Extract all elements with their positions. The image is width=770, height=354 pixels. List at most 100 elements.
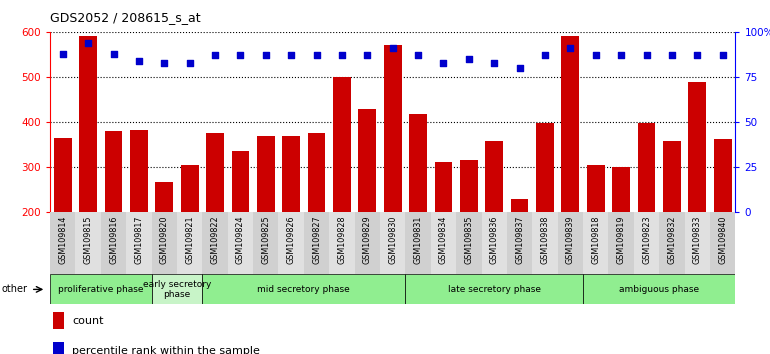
Point bbox=[412, 52, 424, 58]
Bar bbox=[710, 212, 735, 274]
Point bbox=[564, 45, 577, 51]
Point bbox=[387, 45, 399, 51]
Point bbox=[209, 52, 221, 58]
Bar bbox=[156, 182, 173, 212]
Point bbox=[310, 52, 323, 58]
Point bbox=[56, 51, 69, 56]
Bar bbox=[359, 109, 377, 212]
Text: GSM109820: GSM109820 bbox=[159, 216, 169, 264]
Bar bbox=[507, 212, 532, 274]
Text: GSM109816: GSM109816 bbox=[109, 216, 118, 264]
Bar bbox=[638, 123, 655, 212]
Bar bbox=[101, 212, 126, 274]
Bar bbox=[685, 212, 710, 274]
Text: GSM109817: GSM109817 bbox=[135, 216, 143, 264]
Bar bbox=[561, 36, 579, 212]
Bar bbox=[228, 212, 253, 274]
Text: other: other bbox=[2, 284, 28, 295]
Bar bbox=[203, 212, 228, 274]
Bar bbox=[333, 77, 351, 212]
Bar bbox=[304, 212, 330, 274]
Point bbox=[132, 58, 145, 64]
Bar bbox=[532, 212, 557, 274]
Text: GSM109826: GSM109826 bbox=[286, 216, 296, 264]
Point bbox=[666, 52, 678, 58]
Text: GSM109839: GSM109839 bbox=[566, 216, 575, 264]
Bar bbox=[130, 130, 148, 212]
Point bbox=[82, 40, 94, 46]
Point bbox=[183, 60, 196, 65]
Text: GSM109837: GSM109837 bbox=[515, 216, 524, 264]
Text: GSM109832: GSM109832 bbox=[668, 216, 676, 264]
Text: GSM109815: GSM109815 bbox=[84, 216, 92, 264]
Bar bbox=[79, 36, 97, 212]
Text: GSM109822: GSM109822 bbox=[210, 216, 219, 264]
Bar bbox=[75, 212, 101, 274]
Bar bbox=[308, 132, 326, 212]
Bar bbox=[688, 82, 706, 212]
Bar bbox=[481, 212, 507, 274]
Point bbox=[158, 60, 170, 65]
Bar bbox=[330, 212, 355, 274]
Bar bbox=[54, 138, 72, 212]
Point bbox=[234, 52, 246, 58]
Point bbox=[590, 52, 602, 58]
Bar bbox=[485, 141, 503, 212]
Text: percentile rank within the sample: percentile rank within the sample bbox=[72, 346, 260, 354]
Bar bbox=[50, 212, 75, 274]
Text: mid secretory phase: mid secretory phase bbox=[257, 285, 350, 294]
Bar bbox=[612, 167, 630, 212]
Bar bbox=[583, 212, 608, 274]
Bar bbox=[405, 274, 583, 304]
Point bbox=[361, 52, 373, 58]
Bar bbox=[587, 165, 604, 212]
Point bbox=[514, 65, 526, 71]
Point bbox=[539, 52, 551, 58]
Bar bbox=[105, 131, 122, 212]
Text: proliferative phase: proliferative phase bbox=[58, 285, 143, 294]
Bar bbox=[203, 274, 405, 304]
Text: ambiguous phase: ambiguous phase bbox=[619, 285, 699, 294]
Text: GSM109821: GSM109821 bbox=[185, 216, 194, 264]
Bar bbox=[383, 45, 402, 212]
Point bbox=[641, 52, 653, 58]
Point bbox=[336, 52, 348, 58]
Point bbox=[691, 52, 704, 58]
Bar bbox=[355, 212, 380, 274]
Point bbox=[463, 56, 475, 62]
Bar bbox=[536, 123, 554, 212]
Text: GSM109828: GSM109828 bbox=[337, 216, 346, 264]
Text: GSM109823: GSM109823 bbox=[642, 216, 651, 264]
Bar bbox=[714, 139, 732, 212]
Bar bbox=[53, 342, 64, 354]
Bar bbox=[405, 212, 430, 274]
Bar bbox=[181, 165, 199, 212]
Point bbox=[615, 52, 628, 58]
Bar bbox=[152, 212, 177, 274]
Bar bbox=[257, 136, 275, 212]
Bar bbox=[152, 274, 203, 304]
Bar bbox=[460, 160, 477, 212]
Point bbox=[437, 60, 450, 65]
Text: GSM109836: GSM109836 bbox=[490, 216, 499, 264]
Bar bbox=[206, 133, 224, 212]
Text: GSM109834: GSM109834 bbox=[439, 216, 448, 264]
Text: GSM109830: GSM109830 bbox=[388, 216, 397, 264]
Point bbox=[488, 60, 500, 65]
Text: GSM109840: GSM109840 bbox=[718, 216, 727, 264]
Bar bbox=[53, 312, 64, 329]
Bar bbox=[434, 162, 452, 212]
Text: GSM109825: GSM109825 bbox=[261, 216, 270, 264]
Bar bbox=[177, 212, 203, 274]
Bar bbox=[659, 212, 685, 274]
Text: GSM109824: GSM109824 bbox=[236, 216, 245, 264]
Text: GSM109814: GSM109814 bbox=[59, 216, 67, 264]
Text: GSM109818: GSM109818 bbox=[591, 216, 601, 264]
Text: GSM109819: GSM109819 bbox=[617, 216, 626, 264]
Text: late secretory phase: late secretory phase bbox=[447, 285, 541, 294]
Bar bbox=[279, 212, 304, 274]
Text: GSM109838: GSM109838 bbox=[541, 216, 550, 264]
Text: count: count bbox=[72, 316, 104, 326]
Bar bbox=[409, 114, 427, 212]
Bar bbox=[608, 212, 634, 274]
